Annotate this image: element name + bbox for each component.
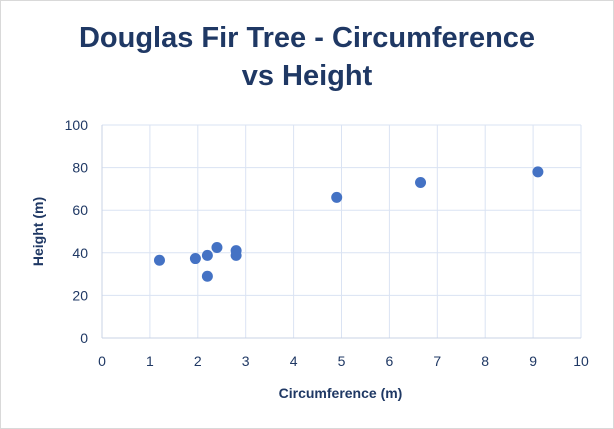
data-point (201, 249, 213, 261)
x-tick-label: 7 (433, 353, 441, 369)
x-axis-label: Circumference (m) (279, 385, 403, 401)
x-tick-label: 9 (529, 353, 537, 369)
data-point (153, 254, 165, 266)
x-tick-label: 6 (386, 353, 394, 369)
data-point (532, 166, 544, 178)
chart-title-line1: Douglas Fir Tree - Circumference (78, 22, 536, 54)
x-tick-label: 2 (194, 353, 202, 369)
data-point (230, 249, 242, 261)
y-tick-label: 20 (72, 287, 88, 303)
data-point (201, 270, 213, 282)
x-tick-label: 10 (573, 353, 589, 369)
data-point (415, 177, 427, 189)
x-tick-label: 3 (242, 353, 250, 369)
x-tick-label: 4 (290, 353, 298, 369)
x-tick-label: 8 (481, 353, 489, 369)
y-tick-label: 80 (72, 160, 88, 176)
y-tick-label: 0 (80, 330, 88, 346)
y-axis-label: Height (m) (30, 197, 46, 266)
axes (101, 125, 581, 339)
grid-lines (102, 124, 582, 338)
chart-title-line2: vs Height (241, 60, 373, 92)
chart-title: Douglas Fir Tree - Circumference vs Heig… (1, 19, 613, 95)
data-point (189, 253, 201, 265)
x-tick-label: 5 (338, 353, 346, 369)
x-tick-label: 1 (146, 353, 154, 369)
y-tick-label: 40 (72, 245, 88, 261)
data-point (331, 191, 343, 203)
data-points (153, 166, 544, 282)
data-point (211, 241, 223, 253)
x-tick-label: 0 (98, 353, 106, 369)
y-tick-label: 60 (72, 202, 88, 218)
y-tick-label: 100 (65, 117, 89, 133)
